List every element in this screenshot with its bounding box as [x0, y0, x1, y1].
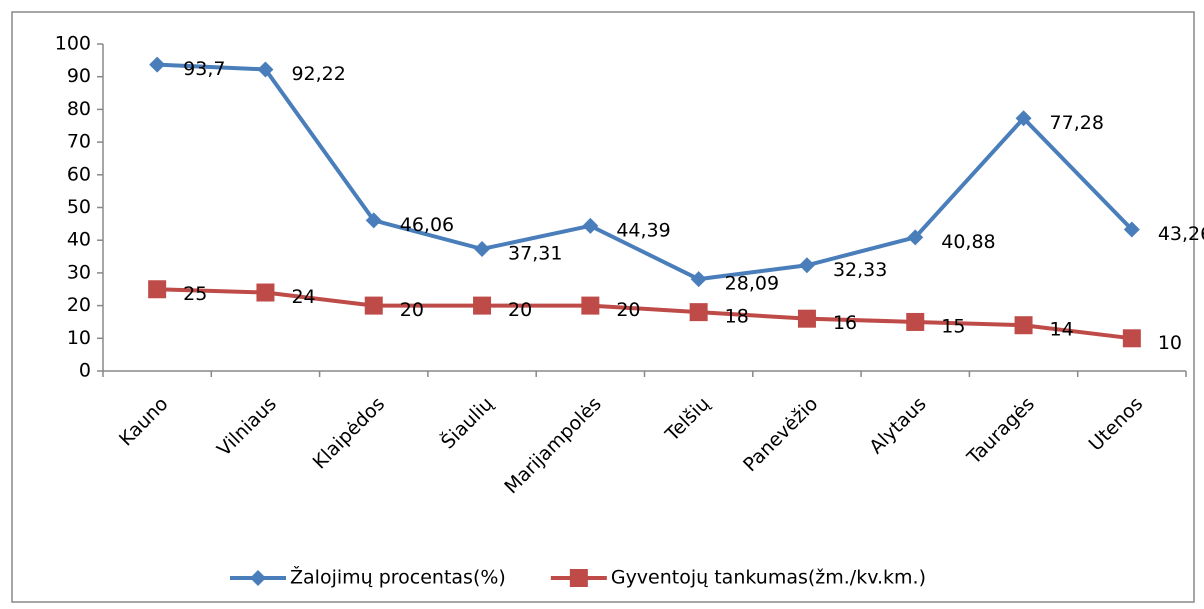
data-point [1014, 316, 1033, 335]
data-label: 20 [616, 299, 640, 321]
data-point [257, 61, 274, 78]
data-point [364, 296, 383, 315]
y-tick-label: 20 [67, 294, 91, 316]
data-label: 92,22 [291, 63, 345, 85]
data-point [1122, 329, 1141, 348]
data-label: 15 [941, 315, 965, 337]
legend-marker [250, 570, 266, 586]
data-point [581, 296, 600, 315]
data-label: 20 [400, 299, 424, 321]
data-label: 43,26 [1158, 223, 1204, 245]
y-tick-label: 80 [67, 98, 91, 120]
data-point [1015, 110, 1032, 127]
data-label: 14 [1050, 319, 1074, 341]
data-label: 77,28 [1050, 112, 1104, 134]
data-label: 20 [508, 299, 532, 321]
data-label: 10 [1158, 332, 1182, 354]
data-point [690, 271, 707, 288]
legend-label: Gyventojų tankumas(žm./kv.km.) [611, 567, 926, 589]
data-point [1123, 221, 1140, 238]
data-label: 32,33 [833, 259, 887, 281]
data-label: 93,7 [183, 58, 225, 80]
data-point [365, 212, 382, 229]
data-point [798, 257, 815, 274]
series-line [157, 287, 1133, 341]
data-label: 18 [725, 306, 749, 328]
data-point [474, 240, 491, 257]
data-point [906, 312, 925, 331]
data-point [149, 56, 166, 73]
data-point [256, 283, 275, 302]
data-label: 24 [291, 286, 315, 308]
data-label: 16 [833, 312, 857, 334]
legend-marker [569, 569, 588, 587]
data-label: 40,88 [941, 231, 995, 253]
data-label: 37,31 [508, 242, 562, 264]
y-tick-label: 70 [67, 131, 91, 153]
y-tick-label: 10 [67, 327, 91, 349]
y-tick-label: 30 [67, 261, 91, 283]
series-line [157, 62, 1134, 282]
y-tick-label: 90 [67, 65, 91, 87]
data-label: 46,06 [400, 214, 454, 236]
y-tick-label: 100 [55, 33, 91, 55]
data-point [797, 309, 816, 328]
data-point [582, 217, 599, 234]
y-tick-label: 40 [67, 229, 91, 251]
data-point [907, 229, 924, 246]
data-label: 25 [183, 283, 207, 305]
data-point [689, 303, 708, 322]
y-tick-label: 60 [67, 163, 91, 185]
y-tick-label: 50 [67, 196, 91, 218]
legend-label: Žalojimų procentas(%) [290, 566, 506, 589]
data-label: 28,09 [725, 273, 779, 295]
data-point [148, 280, 167, 299]
y-tick-label: 0 [79, 360, 91, 382]
data-label: 44,39 [616, 219, 670, 241]
data-point [473, 296, 492, 315]
